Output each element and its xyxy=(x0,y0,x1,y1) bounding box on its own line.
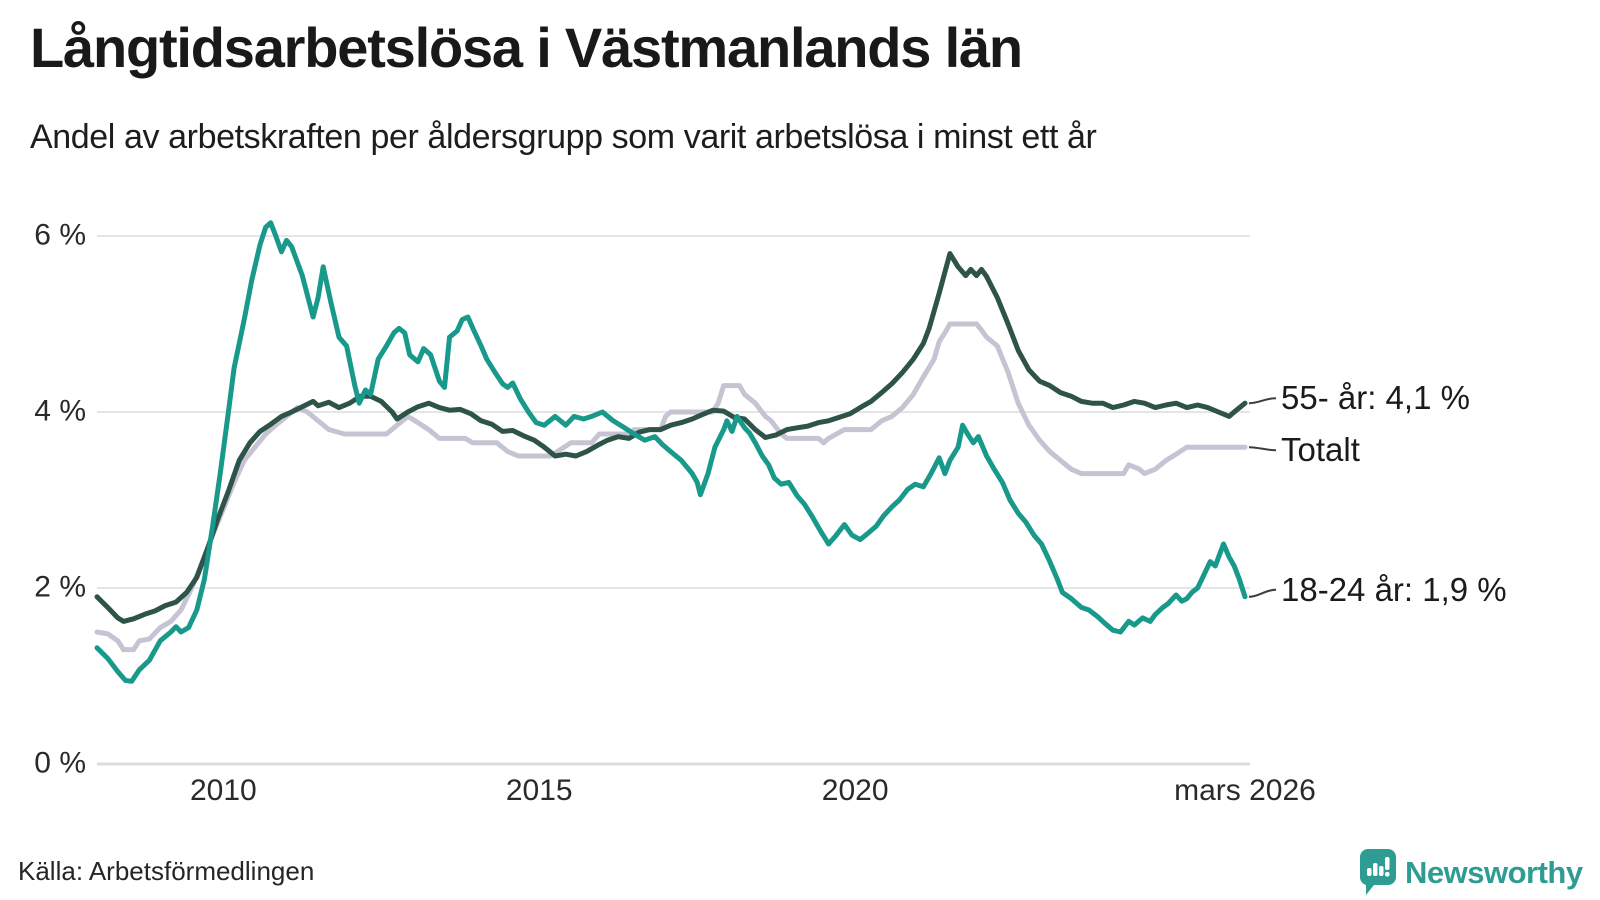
y-axis-tick-4: 4 % xyxy=(34,394,86,428)
bar-chart-speech-bubble-icon xyxy=(1360,849,1396,895)
series-line-18-24-r xyxy=(94,220,1248,684)
newsworthy-wordmark: Newsworthy xyxy=(1405,854,1583,890)
y-axis-tick-0: 0 % xyxy=(34,746,86,780)
exclamation-bar xyxy=(1385,857,1390,870)
x-axis-tick-mars-2026: mars 2026 xyxy=(1174,774,1316,807)
x-axis-tick-2015: 2015 xyxy=(505,774,573,807)
series-line-Totalt xyxy=(94,321,1248,653)
speech-bubble-shape xyxy=(1360,849,1396,895)
x-axis-tick-2010: 2010 xyxy=(189,774,257,807)
newsworthy-logo: Newsworthy xyxy=(1360,849,1583,895)
y-axis-tick-2: 2 % xyxy=(34,570,86,604)
bar-2 xyxy=(1373,863,1378,876)
leader-line-18-24-r xyxy=(1248,588,1277,598)
series-line-55-r xyxy=(94,251,1248,624)
leader-line-55-r xyxy=(1248,397,1277,405)
bar-3 xyxy=(1379,866,1384,876)
page-title: Långtidsarbetslösa i Västmanlands län xyxy=(30,16,1023,79)
series-end-label-55-r: 55- år: 4,1 % xyxy=(1281,379,1470,417)
series-end-label-18-24-r: 18-24 år: 1,9 % xyxy=(1281,570,1507,608)
y-axis-tick-6: 6 % xyxy=(34,218,86,252)
bar-1 xyxy=(1367,868,1372,876)
leader-line-Totalt xyxy=(1248,446,1276,452)
exclamation-dot xyxy=(1385,872,1390,877)
page-subtitle: Andel av arbetskraften per åldersgrupp s… xyxy=(30,118,1097,156)
x-axis-tick-2020: 2020 xyxy=(821,774,889,807)
series-end-label-Totalt: Totalt xyxy=(1281,431,1360,469)
source-note: Källa: Arbetsförmedlingen xyxy=(18,856,315,886)
